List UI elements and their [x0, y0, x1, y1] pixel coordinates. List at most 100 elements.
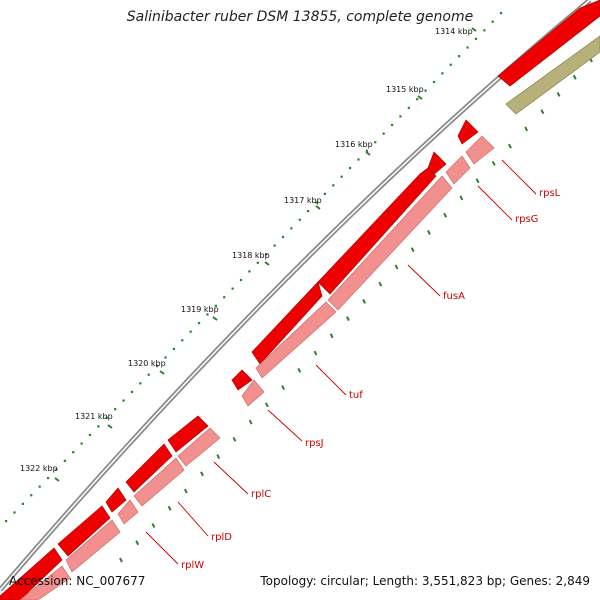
gene-label-rplC: rplC — [251, 489, 271, 500]
ruler-dot — [21, 502, 24, 505]
ruler-dot — [281, 235, 285, 239]
gene-leader-line — [315, 364, 347, 396]
gene-label-rpsL: rpsL — [539, 188, 561, 199]
gene-leader-line — [145, 531, 179, 565]
pale-arrow — [65, 519, 121, 573]
inner-dash — [151, 523, 156, 528]
ruler-labels: 1314 kbp 1315 kbp 1316 kbp 1317 kbp 1318 kbp… — [20, 27, 477, 482]
cds-arrow — [0, 547, 63, 600]
ruler-tick-mark — [264, 261, 270, 266]
ruler-dot — [181, 339, 184, 342]
ruler-tick-mark — [471, 27, 477, 32]
ruler-dot — [273, 244, 276, 247]
ruler-dot — [80, 442, 83, 445]
ruler-dot — [340, 175, 343, 178]
ruler-dot — [5, 520, 8, 523]
ruler-dot — [407, 106, 410, 109]
inner-dash — [281, 385, 285, 391]
ruler-dot — [63, 459, 66, 462]
ruler-dot — [38, 485, 41, 488]
inner-dash — [135, 540, 140, 546]
gene-label-rpsJ: rpsJ — [305, 438, 324, 449]
ruler-dot — [223, 296, 226, 299]
gene-label-rplW: rplW — [181, 560, 204, 571]
inner-dash — [475, 178, 480, 184]
ruler-dot — [483, 29, 486, 32]
ruler-dot — [147, 373, 150, 376]
ruler-tick-mark — [159, 370, 165, 375]
gene-leader-line — [501, 159, 537, 195]
ruler-dot — [441, 72, 444, 75]
pale-arrow — [117, 499, 139, 525]
cds-arrow — [317, 167, 437, 295]
inner-dash — [491, 161, 496, 166]
pale-arrow — [327, 175, 453, 311]
cds-arrow — [497, 0, 600, 87]
genome-summary-text: Topology: circular; Length: 3,551,823 bp… — [260, 574, 590, 588]
ruler-dot — [72, 451, 75, 454]
gene-labels: rpsL rpsG fusA tuf rpsJ rplC rplD rplW — [145, 159, 561, 571]
ruler-dot — [491, 20, 494, 23]
pale-arrow — [255, 301, 337, 379]
accession-text: Accession: NC_007677 — [9, 574, 146, 588]
ruler-tick-label: 1317 kbp — [284, 196, 322, 205]
cds-arrow — [125, 443, 173, 493]
ruler-tick-label: 1318 kbp — [232, 251, 270, 260]
gene-leader-line — [177, 501, 209, 537]
ruler-dot — [424, 89, 427, 92]
ruler-dot — [416, 98, 419, 101]
inner-dash — [540, 109, 545, 115]
ruler-dot — [139, 382, 142, 385]
inner-dash — [410, 247, 415, 253]
ruler-dot — [156, 365, 159, 368]
inner-dash — [200, 471, 204, 477]
genome-backbone-inner — [0, 0, 590, 590]
ruler-tick-label: 1314 kbp — [435, 27, 473, 36]
inner-dash — [394, 264, 399, 270]
inner-dash — [329, 333, 334, 339]
inner-dash — [297, 367, 302, 373]
ruler-dot — [298, 218, 301, 221]
cds-arrow — [105, 487, 127, 513]
inner-dash — [443, 212, 448, 218]
ruler-dot — [97, 425, 100, 428]
ruler-dot — [55, 468, 58, 471]
gene-leader-line — [407, 264, 441, 297]
ruler-dot — [206, 313, 209, 316]
ruler-dot — [13, 511, 16, 514]
ruler-tick-label: 1316 kbp — [335, 140, 373, 149]
ruler-dot — [315, 201, 318, 204]
inner-dash — [378, 281, 383, 287]
ruler-dot — [332, 184, 335, 187]
inner-dash — [556, 92, 561, 97]
ruler-dot — [399, 115, 402, 118]
inner-dash — [183, 488, 188, 494]
cds-pale-track — [19, 135, 495, 600]
inner-dash — [264, 402, 269, 408]
gene-label-rplD: rplD — [211, 532, 232, 543]
ruler-tick-mark — [315, 205, 321, 210]
ruler-dot — [500, 12, 503, 15]
cds-arrow — [167, 415, 209, 453]
pale-arrow — [465, 135, 495, 165]
ruler-dot — [390, 123, 394, 127]
ruler-dot — [114, 408, 117, 411]
ruler-dot — [197, 321, 201, 325]
ruler-dot — [248, 270, 251, 273]
gene-label-tuf: tuf — [349, 390, 363, 401]
gene-label-rpsG: rpsG — [515, 214, 538, 225]
inner-dash — [248, 419, 253, 425]
genome-backbone — [0, 0, 592, 592]
ruler-dot — [307, 210, 310, 213]
gene-leader-line — [267, 409, 303, 442]
ruler-dot — [449, 63, 452, 66]
gene-leader-line — [213, 461, 249, 495]
inner-dash — [346, 316, 350, 322]
ruler-tick-mark — [365, 151, 371, 156]
cds-arrow — [231, 369, 253, 391]
ruler-dot — [164, 356, 167, 359]
gene-leader-line — [477, 185, 513, 221]
ruler-tick-mark — [54, 477, 60, 482]
